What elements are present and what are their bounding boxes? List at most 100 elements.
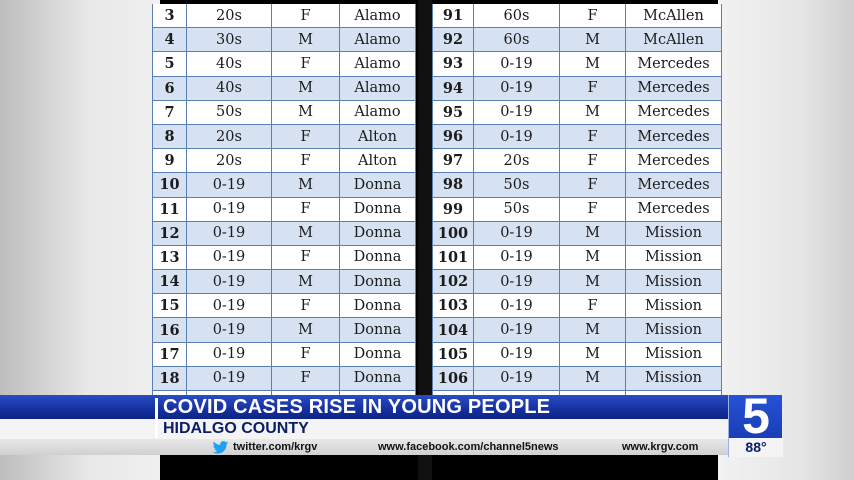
city-cell: Donna: [340, 342, 416, 366]
case-number-cell: 3: [152, 4, 187, 28]
age-group-cell: 0-19: [474, 318, 560, 342]
sex-cell: F: [272, 366, 340, 390]
city-cell: Mercedes: [626, 197, 722, 221]
case-number-cell: 98: [432, 173, 474, 197]
table-row: 104 0-19 M Mission: [432, 318, 722, 343]
table-row: 94 0-19 F Mercedes: [432, 76, 722, 101]
table-row: 106 0-19 M Mission: [432, 366, 722, 391]
age-group-cell: 0-19: [474, 366, 560, 390]
age-group-cell: 60s: [474, 4, 560, 28]
age-group-cell: 0-19: [474, 245, 560, 270]
case-number-cell: 104: [432, 318, 474, 342]
sex-cell: M: [560, 221, 626, 245]
table-row: 16 0-19 M Donna: [152, 318, 416, 343]
case-number-cell: 5: [152, 52, 187, 76]
case-number-cell: 18: [152, 366, 187, 390]
age-group-cell: 0-19: [474, 100, 560, 124]
headline-divider: [155, 398, 158, 438]
city-cell: Mission: [626, 294, 722, 318]
case-number-cell: 7: [152, 100, 187, 124]
city-cell: Donna: [340, 221, 416, 245]
age-group-cell: 0-19: [474, 124, 560, 149]
age-group-cell: 0-19: [187, 197, 272, 221]
table-row: 105 0-19 M Mission: [432, 342, 722, 367]
table-row: 9 20s F Alton: [152, 149, 416, 174]
age-group-cell: 0-19: [187, 173, 272, 197]
city-cell: Mercedes: [626, 124, 722, 149]
table-row: 10 0-19 M Donna: [152, 173, 416, 198]
facebook-url: www.facebook.com/channel5news: [378, 441, 559, 453]
sex-cell: M: [272, 318, 340, 342]
sex-cell: M: [272, 100, 340, 124]
sex-cell: F: [560, 76, 626, 100]
sex-cell: M: [272, 76, 340, 100]
table-row: 91 60s F McAllen: [432, 4, 722, 29]
twitter-handle: twitter.com/krgv: [233, 441, 318, 453]
age-group-cell: 40s: [187, 76, 272, 100]
table-row: 17 0-19 F Donna: [152, 342, 416, 367]
case-number-cell: 16: [152, 318, 187, 342]
station-logo: 5 88°: [728, 391, 783, 457]
temperature-box: [729, 438, 783, 457]
case-number-cell: 13: [152, 245, 187, 270]
subline-bar: [0, 419, 728, 439]
sex-cell: F: [272, 342, 340, 366]
subline: HIDALGO COUNTY: [163, 420, 309, 437]
sex-cell: M: [272, 173, 340, 197]
city-cell: Alamo: [340, 28, 416, 52]
page-gutter: [418, 0, 432, 480]
age-group-cell: 0-19: [474, 221, 560, 245]
table-row: 97 20s F Mercedes: [432, 149, 722, 174]
table-row: 12 0-19 M Donna: [152, 221, 416, 246]
case-number-cell: 105: [432, 342, 474, 366]
age-group-cell: 20s: [187, 149, 272, 173]
age-group-cell: 50s: [187, 100, 272, 124]
table-row: 92 60s M McAllen: [432, 28, 722, 53]
lower-third-graphic: COVID CASES RISE IN YOUNG PEOPLE HIDALGO…: [0, 391, 854, 457]
social-bar: [0, 439, 728, 455]
table-row: 15 0-19 F Donna: [152, 294, 416, 319]
age-group-cell: 0-19: [474, 342, 560, 366]
sex-cell: M: [560, 100, 626, 124]
city-cell: McAllen: [626, 28, 722, 52]
city-cell: Alton: [340, 149, 416, 173]
age-group-cell: 0-19: [187, 294, 272, 318]
case-number-cell: 96: [432, 124, 474, 149]
table-row: 11 0-19 F Donna: [152, 197, 416, 222]
table-row: 100 0-19 M Mission: [432, 221, 722, 246]
case-number-cell: 92: [432, 28, 474, 52]
table-row: 3 20s F Alamo: [152, 4, 416, 29]
city-cell: Donna: [340, 366, 416, 390]
channel-number: 5: [742, 388, 770, 444]
twitter-bird-icon: [212, 440, 229, 454]
sex-cell: M: [272, 270, 340, 294]
table-row: 13 0-19 F Donna: [152, 245, 416, 271]
city-cell: Alamo: [340, 100, 416, 124]
sex-cell: F: [272, 4, 340, 28]
city-cell: Mercedes: [626, 100, 722, 124]
table-row: 5 40s F Alamo: [152, 52, 416, 77]
sex-cell: M: [560, 52, 626, 76]
age-group-cell: 40s: [187, 52, 272, 76]
city-cell: Mercedes: [626, 52, 722, 76]
city-cell: Mission: [626, 245, 722, 270]
age-group-cell: 0-19: [187, 221, 272, 245]
age-group-cell: 20s: [187, 4, 272, 28]
sex-cell: F: [560, 124, 626, 149]
city-cell: Donna: [340, 197, 416, 221]
case-number-cell: 6: [152, 76, 187, 100]
case-number-cell: 15: [152, 294, 187, 318]
sex-cell: M: [560, 342, 626, 366]
case-number-cell: 91: [432, 4, 474, 28]
sex-cell: F: [272, 124, 340, 149]
city-cell: Mercedes: [626, 76, 722, 100]
sex-cell: M: [560, 366, 626, 390]
city-cell: Mercedes: [626, 149, 722, 173]
city-cell: McAllen: [626, 4, 722, 28]
city-cell: Mercedes: [626, 173, 722, 197]
age-group-cell: 50s: [474, 197, 560, 221]
case-number-cell: 10: [152, 173, 187, 197]
city-cell: Alton: [340, 124, 416, 149]
age-group-cell: 0-19: [187, 342, 272, 366]
